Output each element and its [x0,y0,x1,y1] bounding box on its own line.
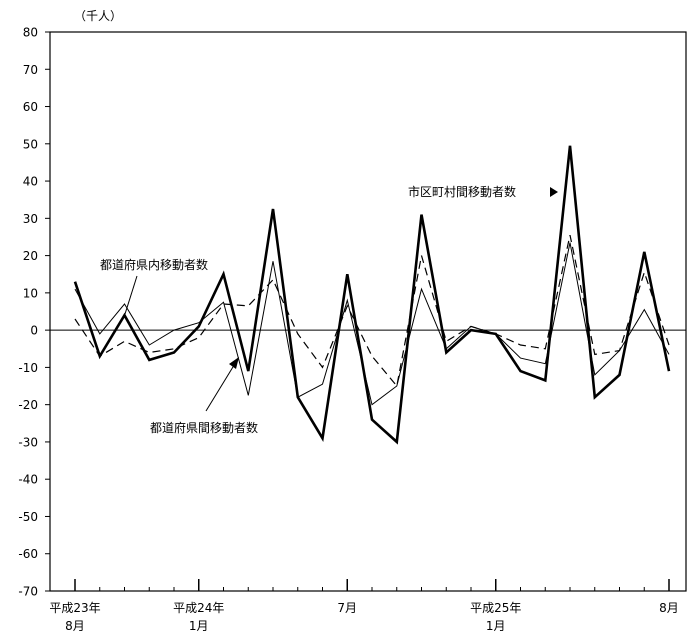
y-tick-label: 40 [23,175,38,189]
x-tick-label: 平成23年 [49,601,100,615]
x-tick-label: 平成24年 [173,601,224,615]
x-tick-label-line2: 8月 [65,619,85,633]
y-tick-label: -20 [18,398,38,412]
x-tick-label-line2: 1月 [189,619,209,633]
x-tick-label: 7月 [337,601,357,615]
leader-line-intra [124,275,138,315]
y-tick-label: 60 [23,100,38,114]
x-tick-label: 8月 [659,601,679,615]
y-tick-label: 10 [23,286,38,300]
series-lines [73,145,671,445]
y-tick-label: 0 [30,324,38,338]
plot-area [49,31,687,592]
y-tick-label: 80 [23,26,38,40]
y-tick-label: 30 [23,212,38,226]
y-tick-label: -40 [18,473,38,487]
y-tick-label: -60 [18,547,38,561]
series-inter-prefecture-line [74,234,670,388]
x-axis: 平成23年 8月 平成24年 1月 7月 平成25年 1月 8月 [49,579,679,633]
y-tick-label: -30 [18,435,38,449]
y-tick-label: 50 [23,137,38,151]
series-intra-prefecture-line [74,242,670,406]
y-tick-label: -10 [18,361,38,375]
unit-label: （千人） [74,9,122,23]
y-axis: 80 70 60 50 40 30 20 10 0 -10 -20 -30 -40 -50 -60 -70 [18,26,50,599]
series-label-intra-prefecture: 都道府県内移動者数 [100,257,208,272]
series-label-inter-prefecture: 都道府県間移動者数 [150,420,258,435]
y-tick-label: -50 [18,510,38,524]
plot-frame [49,31,687,592]
y-tick-label: 70 [23,63,38,77]
label-pointer-triangle [550,187,558,197]
y-tick-label: 20 [23,249,38,263]
series-label-municipal: 市区町村間移動者数 [408,184,516,199]
y-tick-label: -70 [18,585,38,599]
leader-arrowhead [229,357,239,369]
leader-line-inter [205,361,237,412]
series-municipal-line [73,145,671,445]
x-tick-label: 平成25年 [470,601,521,615]
x-tick-label-line2: 1月 [486,619,506,633]
